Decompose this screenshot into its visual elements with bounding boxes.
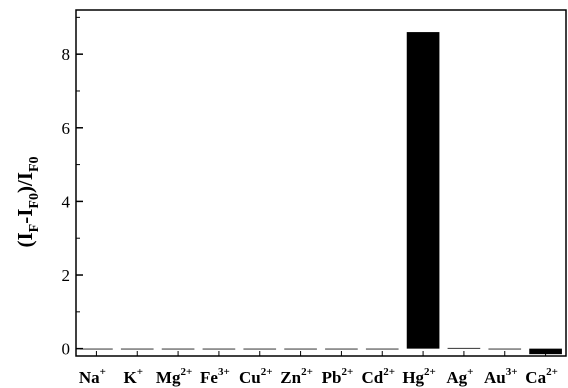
- x-tick-label: Ag+: [446, 366, 473, 387]
- x-tick-label: K+: [123, 366, 143, 387]
- ion-charge: 2+: [424, 366, 436, 378]
- x-tick-label: Pb2+: [322, 366, 354, 387]
- y-tick-label: 0: [62, 340, 71, 359]
- ylabel-subscript: F0: [27, 193, 42, 209]
- ylabel-text: )/I: [13, 172, 37, 193]
- x-tick-label: Ca2+: [525, 366, 558, 387]
- ion-symbol: Pb: [322, 368, 342, 387]
- ion-symbol: Ca: [525, 368, 546, 387]
- bar-cd: [366, 349, 399, 350]
- bar-k: [121, 349, 154, 350]
- ylabel-subscript: F: [27, 224, 42, 233]
- ion-symbol: Hg: [402, 368, 424, 387]
- plot-frame: [76, 10, 566, 356]
- bar-na: [80, 349, 113, 350]
- ion-symbol: Fe: [200, 368, 218, 387]
- bar-pb: [325, 349, 358, 350]
- x-tick-label: Zn2+: [280, 366, 313, 387]
- bar-zn: [284, 349, 317, 350]
- ion-charge: 2+: [383, 366, 395, 378]
- x-tick-label: Mg2+: [156, 366, 192, 387]
- ion-charge: +: [137, 366, 143, 378]
- y-axis: 0 2 4 6 8: [62, 17, 84, 358]
- ylabel-text: (I: [13, 232, 37, 247]
- ion-charge: 2+: [341, 366, 353, 378]
- x-tick-label: Au3+: [484, 366, 518, 387]
- ion-charge: 2+: [261, 366, 273, 378]
- ion-symbol: Zn: [280, 368, 301, 387]
- y-tick-label: 4: [62, 192, 71, 211]
- ion-symbol: Ag: [446, 368, 467, 387]
- bar-cu: [243, 349, 276, 350]
- bar-hg: [407, 32, 440, 349]
- y-tick-label: 6: [62, 119, 71, 138]
- ion-symbol: Mg: [156, 368, 181, 387]
- bars-group: [80, 32, 562, 354]
- x-tick-label: Hg2+: [402, 366, 436, 387]
- y-axis-label: (IF-IF0)/IF0: [13, 156, 42, 247]
- ion-symbol: Na: [79, 368, 100, 387]
- bar-au: [488, 349, 521, 350]
- ion-charge: 3+: [218, 366, 230, 378]
- ion-symbol: Cd: [361, 368, 383, 387]
- x-tick-label: Fe3+: [200, 366, 230, 387]
- ion-charge: 2+: [546, 366, 558, 378]
- bar-fe: [203, 349, 236, 350]
- x-tick-label: Cd2+: [361, 366, 395, 387]
- y-tick-label: 2: [62, 266, 71, 285]
- y-tick-label: 8: [62, 45, 71, 64]
- ion-charge: 2+: [180, 366, 192, 378]
- ion-charge: 2+: [301, 366, 313, 378]
- x-tick-label: Na+: [79, 366, 106, 387]
- bar-mg: [162, 349, 195, 350]
- ion-charge: 3+: [506, 366, 518, 378]
- ylabel-text: -I: [13, 209, 37, 224]
- ion-symbol: K: [123, 368, 137, 387]
- ion-symbol: Au: [484, 368, 506, 387]
- bar-ag: [448, 348, 481, 349]
- x-tick-label: Cu2+: [239, 366, 273, 387]
- ion-symbol: Cu: [239, 368, 261, 387]
- ion-charge: +: [100, 366, 106, 378]
- ylabel-subscript: F0: [27, 156, 42, 172]
- ion-charge: +: [467, 366, 473, 378]
